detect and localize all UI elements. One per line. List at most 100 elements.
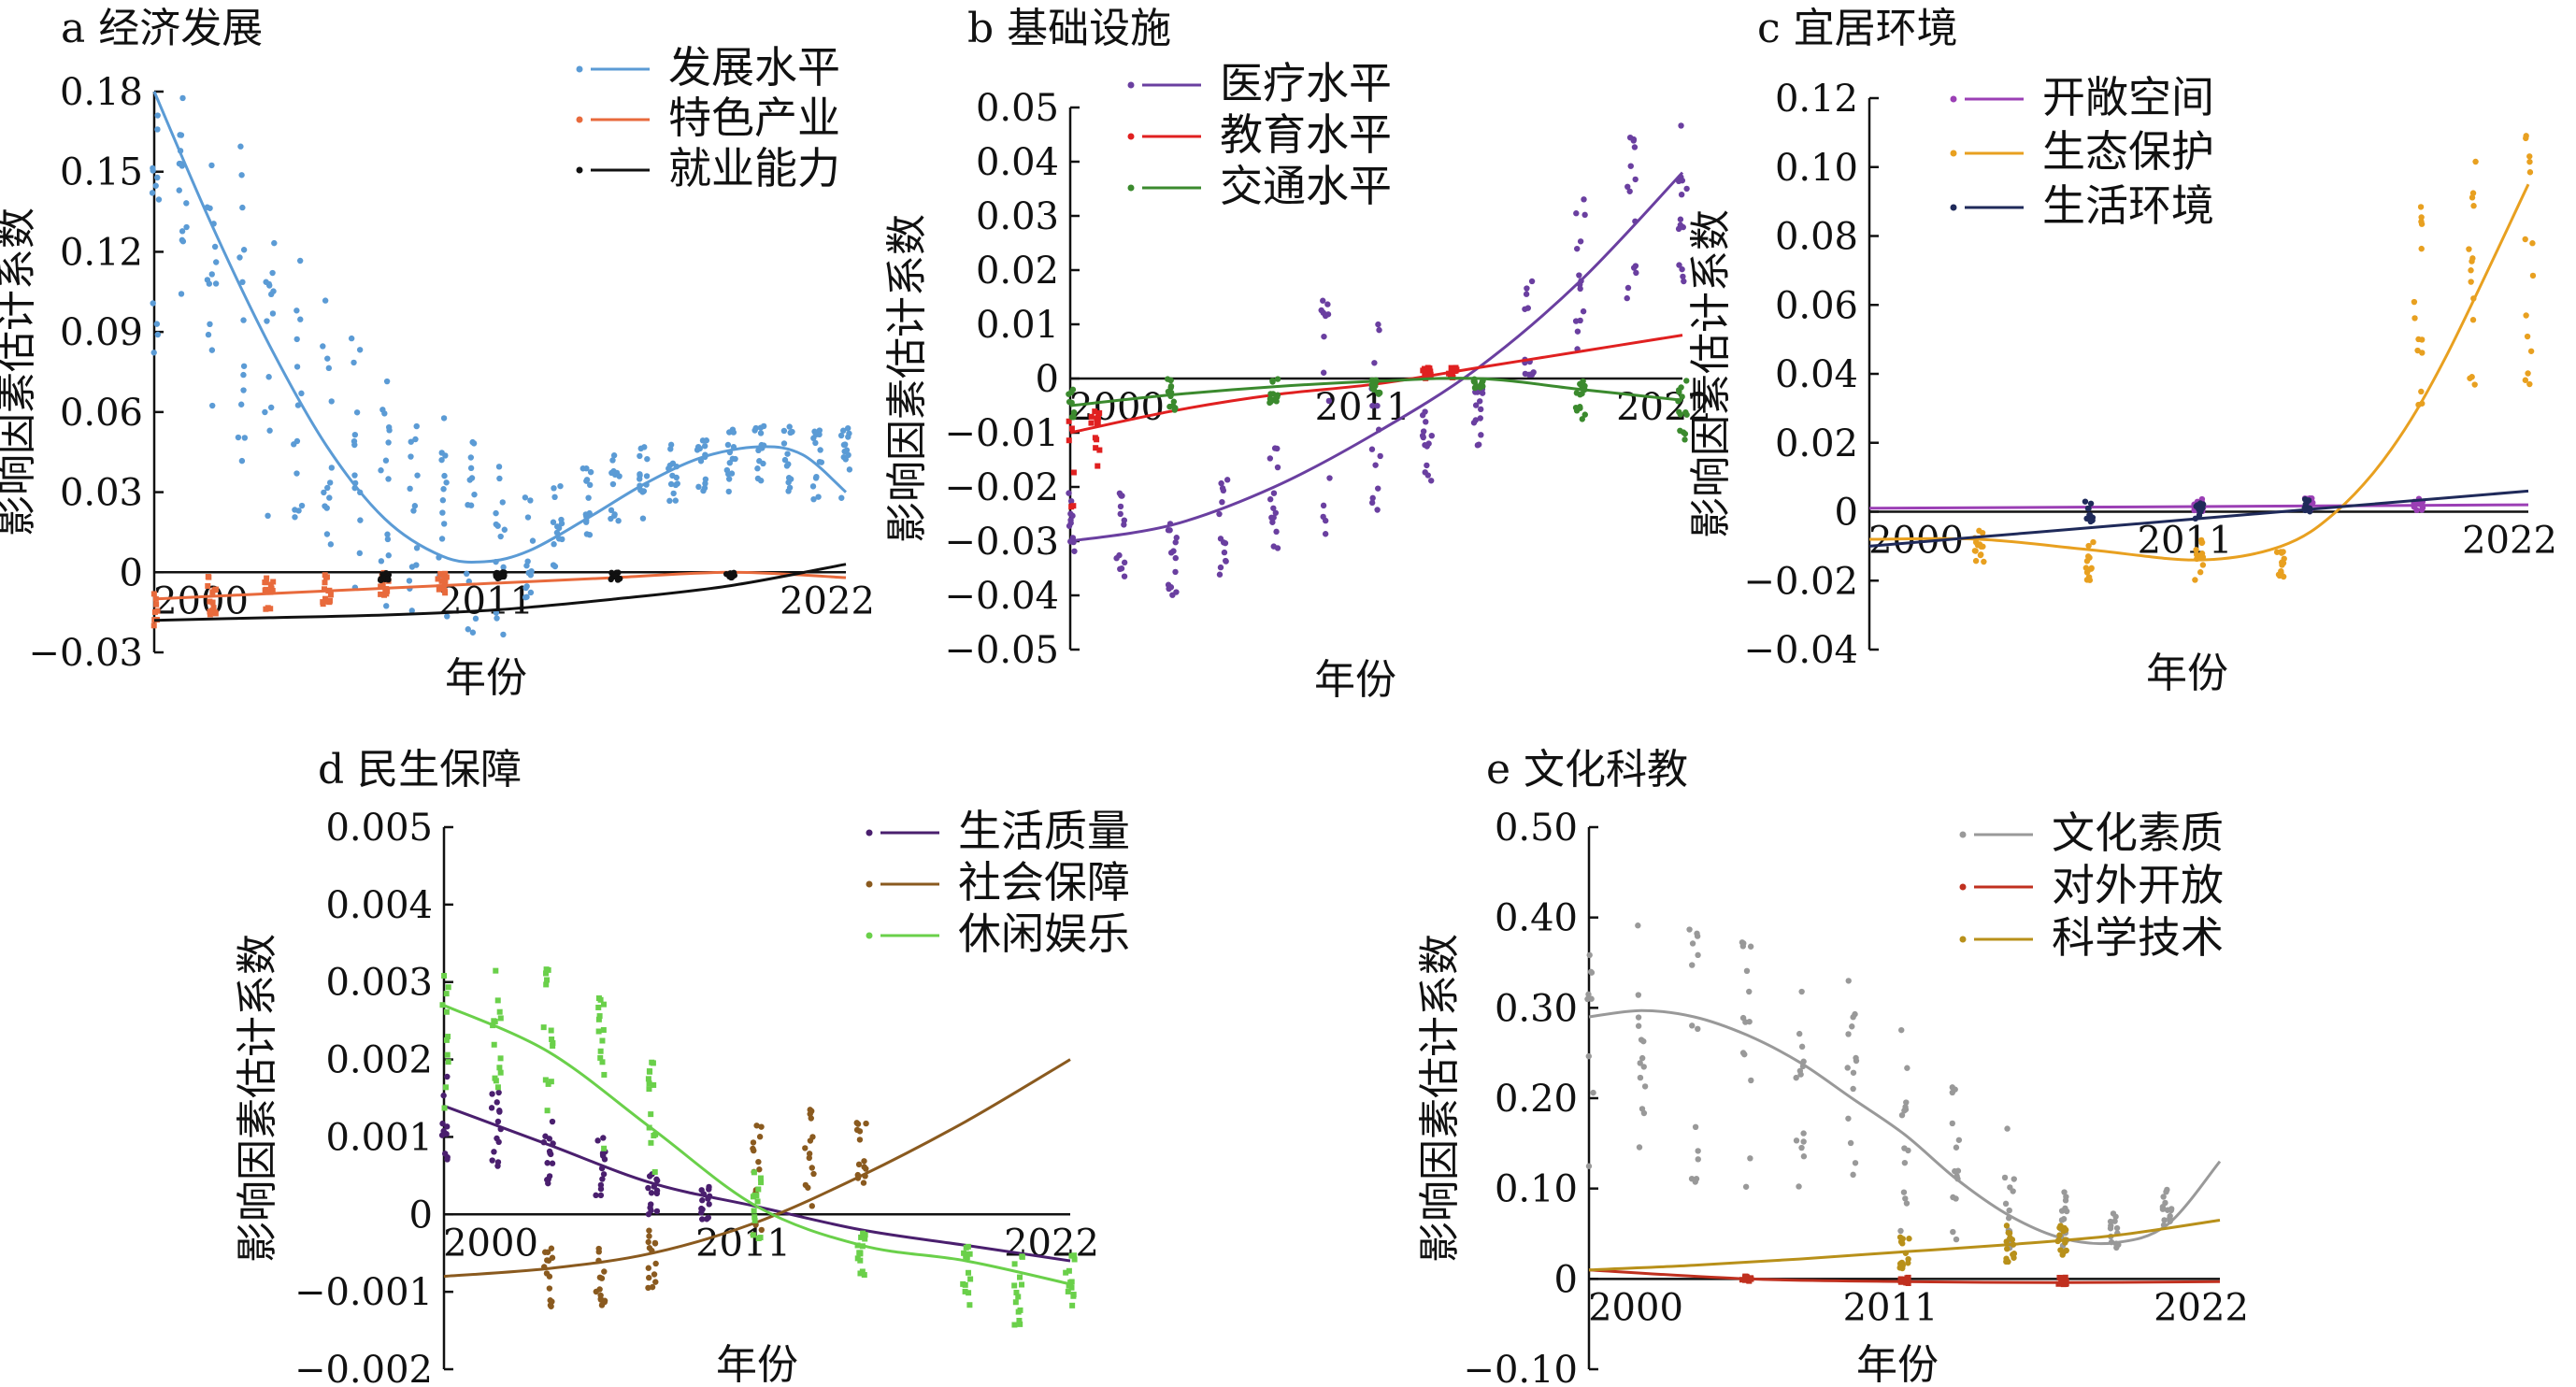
legend-marker	[866, 880, 873, 888]
data-point	[860, 1180, 867, 1186]
data-point	[637, 445, 644, 452]
series-a-1	[149, 91, 853, 638]
data-point	[1627, 163, 1634, 169]
legend-label: 文化素质	[2052, 808, 2224, 858]
data-point	[1067, 1281, 1074, 1288]
data-point	[960, 1280, 966, 1287]
data-point	[1980, 543, 1986, 550]
data-point	[1901, 1159, 1909, 1166]
data-point	[291, 441, 297, 448]
x-axis-label: 年份	[1856, 1341, 1939, 1387]
data-point	[207, 205, 213, 211]
data-point	[802, 1181, 809, 1189]
data-point	[1019, 1281, 1025, 1288]
data-point	[845, 451, 852, 459]
data-point	[240, 317, 247, 323]
data-point	[154, 174, 161, 181]
data-point	[1478, 406, 1484, 413]
data-point	[1016, 1318, 1023, 1324]
data-point	[597, 996, 604, 1003]
data-point	[321, 489, 327, 496]
data-point	[150, 350, 157, 356]
data-point	[754, 475, 762, 482]
data-point	[444, 1123, 451, 1130]
y-tick-label: 0	[1036, 358, 1059, 401]
data-point	[1631, 144, 1639, 150]
data-point	[548, 1079, 554, 1085]
data-point	[652, 1260, 659, 1267]
data-point	[1530, 369, 1537, 376]
data-point	[1524, 285, 1530, 292]
data-point	[2087, 500, 2095, 507]
data-point	[208, 162, 215, 169]
data-point	[1793, 1074, 1799, 1081]
y-tick-label: 0.06	[60, 392, 143, 435]
data-point	[240, 363, 248, 369]
data-point	[669, 472, 676, 479]
data-point	[610, 452, 618, 459]
series-line	[1868, 183, 2530, 562]
data-point	[1272, 509, 1280, 516]
data-point	[1216, 510, 1223, 518]
data-point	[700, 487, 707, 494]
data-point	[1577, 285, 1583, 293]
data-point	[544, 1108, 551, 1114]
data-point	[207, 611, 213, 618]
legend-marker	[1950, 150, 1957, 157]
data-point	[1639, 1106, 1646, 1112]
data-point	[209, 599, 216, 606]
legend-item: 特色产业	[576, 93, 840, 143]
data-point	[2003, 1223, 2011, 1229]
data-point	[2470, 203, 2477, 209]
data-point	[667, 480, 675, 488]
data-point	[1590, 1089, 1596, 1096]
data-point	[1267, 455, 1274, 462]
data-point	[523, 583, 530, 590]
legend-item: 就业能力	[576, 143, 840, 193]
data-point	[785, 479, 792, 486]
legend-item: 科学技术	[1959, 912, 2224, 963]
data-point	[326, 479, 334, 486]
data-point	[443, 1037, 450, 1043]
data-point	[466, 477, 473, 483]
data-point	[2197, 569, 2204, 576]
data-point	[1695, 1156, 1701, 1163]
data-point	[497, 1055, 504, 1062]
y-tick-label: −0.04	[1743, 629, 1858, 672]
data-point	[645, 1210, 652, 1218]
data-point	[264, 575, 270, 581]
data-point	[236, 254, 243, 261]
data-point	[235, 434, 242, 441]
data-point	[351, 431, 359, 438]
data-point	[1019, 1253, 1025, 1260]
series-line	[1868, 489, 2529, 548]
data-point	[1269, 519, 1276, 525]
data-point	[652, 1279, 659, 1285]
panel-d: d 民生保障 0.005 0.004 0.003 0.002 0.001 0 −0.001 −0…	[234, 746, 1130, 1387]
data-point	[653, 1177, 661, 1184]
data-point	[854, 1121, 862, 1127]
data-point	[2522, 236, 2528, 243]
data-point	[1218, 479, 1224, 487]
data-point	[1477, 415, 1483, 422]
data-point	[558, 516, 565, 523]
data-point	[444, 1051, 451, 1058]
data-point	[1677, 411, 1684, 418]
data-point	[444, 613, 451, 620]
data-point	[1071, 548, 1078, 554]
data-point	[2529, 240, 2536, 247]
data-point	[817, 447, 823, 453]
legend-marker	[576, 116, 583, 123]
data-point	[2198, 539, 2205, 547]
data-point	[411, 503, 419, 509]
data-point	[653, 1208, 661, 1215]
data-point	[523, 593, 530, 600]
data-point	[543, 966, 550, 973]
data-point	[150, 167, 156, 174]
data-point	[1528, 278, 1536, 285]
data-point	[586, 532, 594, 538]
data-point	[2193, 547, 2199, 553]
data-point	[495, 575, 502, 581]
data-point	[1573, 390, 1581, 396]
data-point	[1267, 496, 1274, 503]
